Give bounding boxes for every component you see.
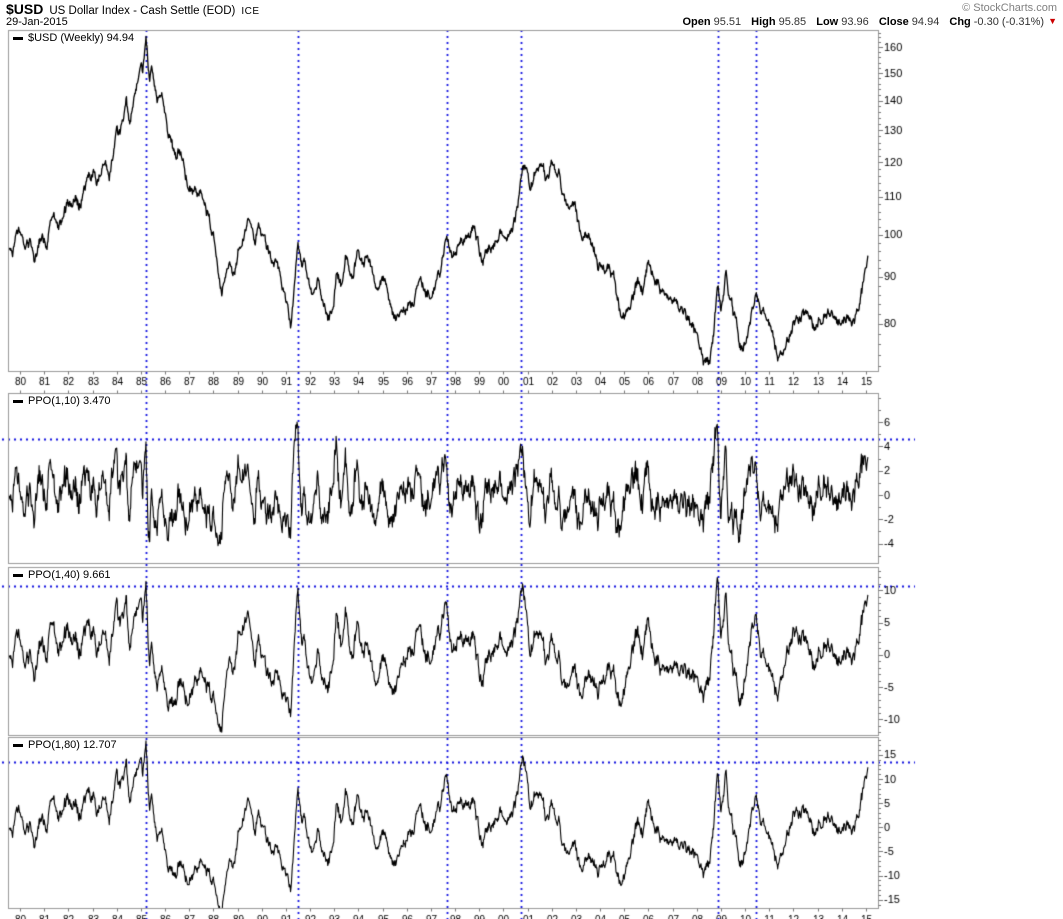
chg-label: Chg [949,16,971,28]
open-value: 95.51 [713,16,742,28]
exchange-label: ICE [241,6,260,17]
stockcharts-copyright: © StockCharts.com [962,2,1057,14]
legend-ppo-1-80-label: PPO(1,80) 12.707 [28,739,117,751]
ohlc-quote-row: Open 95.51 High 95.85 Low 93.96 Close 94.94 … [682,16,1057,28]
legend-ppo-1-80: PPO(1,80) 12.707 [13,739,117,751]
quote-date: 29-Jan-2015 [6,16,68,28]
series-swatch-icon [13,573,23,577]
open-label: Open [682,16,711,28]
legend-ppo-1-40-label: PPO(1,40) 9.661 [28,569,111,581]
close-value: 94.94 [911,16,940,28]
quote-date-row: 29-Jan-2015 [6,16,1057,29]
legend-ppo-1-10-label: PPO(1,10) 3.470 [28,395,111,407]
legend-ppo-1-10: PPO(1,10) 3.470 [13,395,111,407]
close-label: Close [878,16,909,28]
chg-value: -0.30 (-0.31%) [973,16,1045,28]
low-label: Low [816,16,839,28]
series-swatch-icon [13,743,23,747]
change-down-icon: ▼ [1048,16,1057,26]
instrument-title: US Dollar Index - Cash Settle (EOD) [49,5,236,17]
high-label: High [751,16,776,28]
ticker-symbol: $USD [6,1,44,17]
low-value: 93.96 [841,16,869,28]
chart-header: $USD US Dollar Index - Cash Settle (EOD) I… [6,1,1057,17]
series-swatch-icon [13,36,23,40]
series-swatch-icon [13,399,23,403]
legend-ppo-1-40: PPO(1,40) 9.661 [13,569,111,581]
legend-price-label: $USD (Weekly) 94.94 [28,32,135,44]
high-value: 95.85 [778,16,807,28]
legend-price: $USD (Weekly) 94.94 [13,32,134,44]
